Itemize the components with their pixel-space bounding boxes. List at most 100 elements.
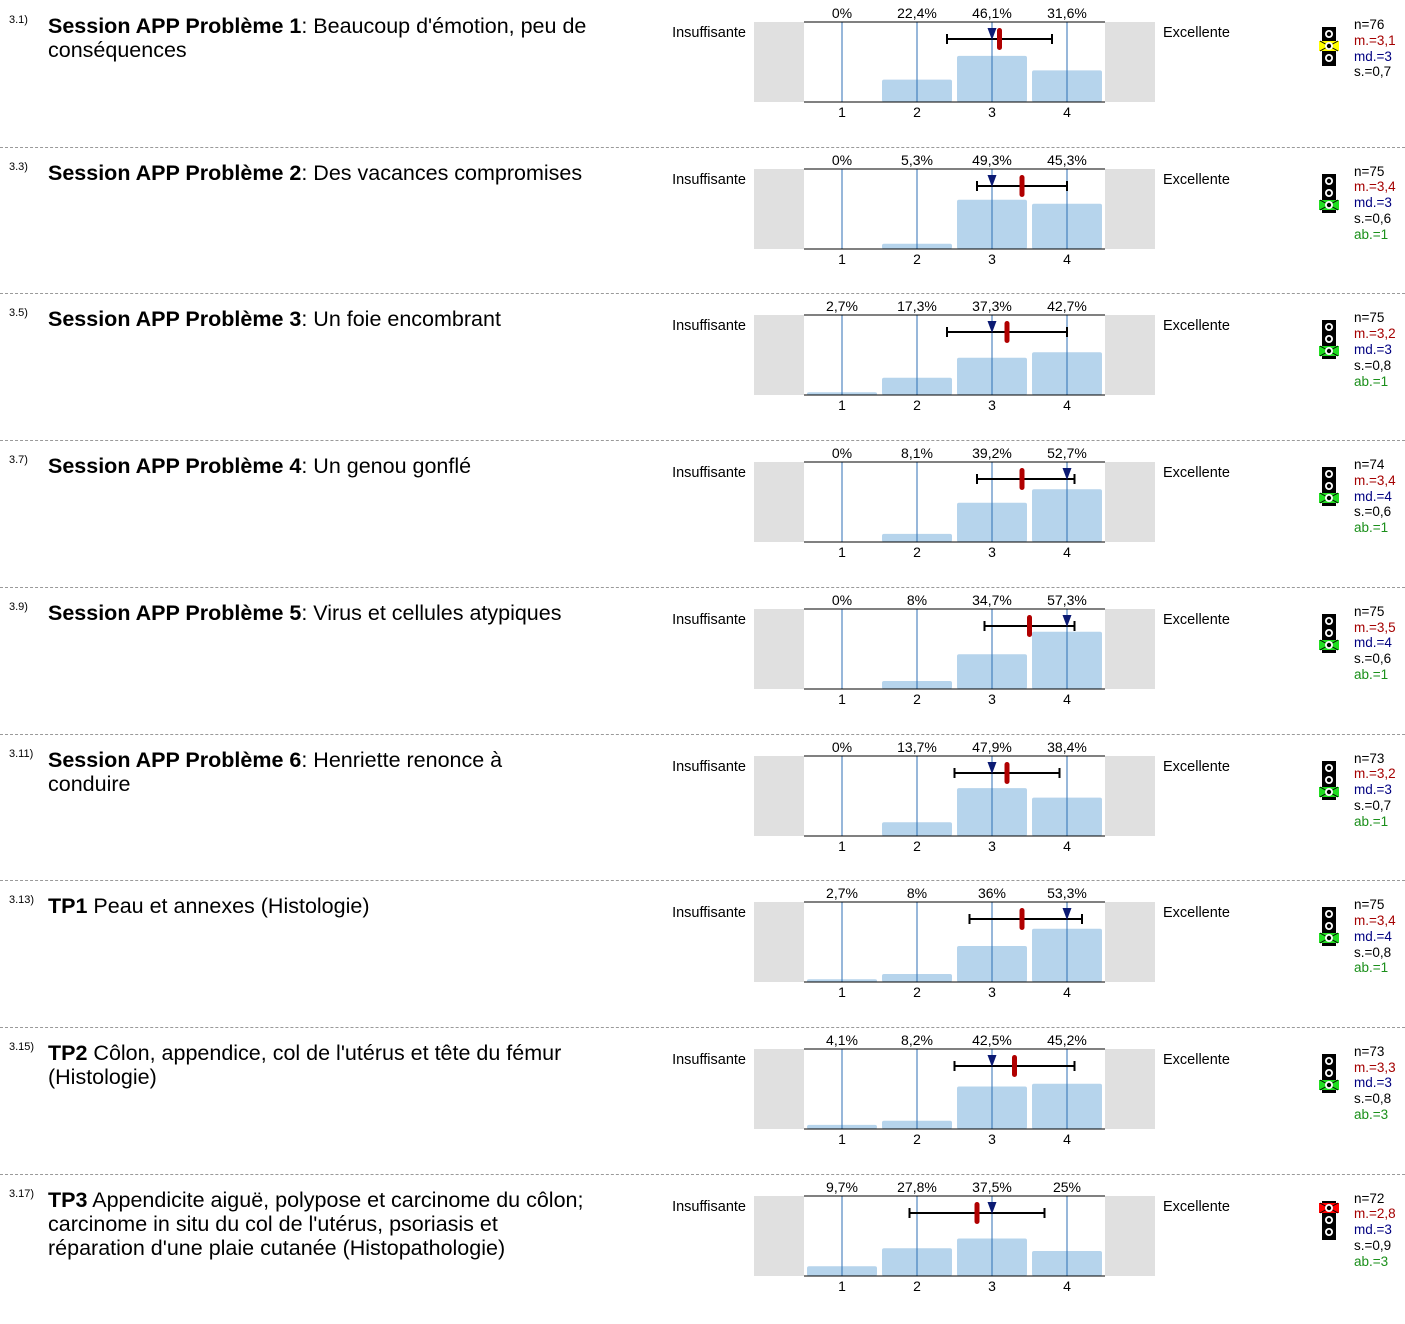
question-row: 3.9) Session APP Problème 5: Virus et cel… <box>0 586 1405 734</box>
percent-label: 13,7% <box>897 739 937 755</box>
stat-n: n=75 <box>1354 310 1385 326</box>
statistics-block: n=75 m.=3,5 md.=4 s.=0,6 ab.=1 <box>1354 604 1396 683</box>
question-title-rest: : Beaucoup d'émotion, peu de conséquence… <box>48 14 587 62</box>
side-box-left <box>754 168 804 249</box>
tick-label-4: 4 <box>1063 251 1071 267</box>
traffic-light-lamp-core <box>1326 190 1332 195</box>
rating-scale-chart: 0% 13,7% 47,9% 38,4% 1 2 3 4 <box>754 739 1155 854</box>
stat-md: md.=4 <box>1354 488 1392 504</box>
mean-marker <box>1019 174 1025 197</box>
median-marker <box>987 1054 997 1067</box>
tick-label-3: 3 <box>988 984 996 1000</box>
tick-label-2: 2 <box>913 691 921 707</box>
question-number: 3.5) <box>9 307 28 320</box>
stat-s: s.=0,6 <box>1354 211 1392 227</box>
stat-s: s.=0,7 <box>1354 64 1392 80</box>
tick-label-4: 4 <box>1063 691 1071 707</box>
mean-marker <box>997 28 1002 50</box>
tick-label-4: 4 <box>1063 984 1071 1000</box>
tick-label-2: 2 <box>913 838 921 854</box>
question-row: 3.15) TP2 Côlon, appendice, col de l'utér… <box>0 1026 1405 1174</box>
mean-marker <box>1019 468 1025 491</box>
question-title-rest: : Des vacances compromises <box>301 160 583 185</box>
question-row: 3.13) TP1 Peau et annexes (Histologie) Ins… <box>0 880 1405 1027</box>
statistics-block: n=73 m.=3,2 md.=3 s.=0,7 ab.=1 <box>1354 751 1396 830</box>
median-marker <box>987 761 997 774</box>
scale-left-label: Insuffisante <box>672 1198 746 1215</box>
stat-m: m.=3,1 <box>1354 32 1396 48</box>
percent-label: 8,2% <box>901 1032 933 1048</box>
traffic-light-lamp-core <box>1326 1058 1332 1064</box>
scale-right-label: Excellente <box>1163 25 1230 41</box>
traffic-light-lamp-core <box>1326 923 1332 929</box>
traffic-light-lamp-core <box>1326 495 1332 501</box>
traffic-light-icon <box>1319 173 1339 213</box>
percent-label: 5,3% <box>901 152 933 168</box>
percent-label: 0% <box>832 5 852 21</box>
traffic-light-icon <box>1319 613 1339 653</box>
tick-label-2: 2 <box>913 397 921 413</box>
rating-scale-chart: 0% 22,4% 46,1% 31,6% 1 2 3 4 <box>754 5 1155 120</box>
percent-label: 0% <box>832 592 852 608</box>
rating-scale-chart: 0% 8,1% 39,2% 52,7% 1 2 3 4 <box>754 445 1155 560</box>
side-box-right <box>1105 608 1155 689</box>
question-text: Session APP Problème 4: Un genou gonflé <box>48 454 588 478</box>
side-box-left <box>754 315 804 396</box>
percent-label: 45,2% <box>1047 1032 1087 1048</box>
stat-s: s.=0,6 <box>1354 504 1392 520</box>
tick-label-4: 4 <box>1063 544 1071 560</box>
question-text: TP3 Appendicite aiguë, polypose et carci… <box>48 1188 588 1260</box>
stat-ab: ab.=3 <box>1354 1253 1389 1269</box>
percent-label: 42,5% <box>972 1032 1012 1048</box>
stat-n: n=76 <box>1354 17 1385 32</box>
stat-md: md.=3 <box>1354 1075 1392 1091</box>
tick-label-3: 3 <box>988 1131 996 1147</box>
question-text: Session APP Problème 2: Des vacances com… <box>48 161 588 185</box>
traffic-light-lamp-core <box>1326 1070 1332 1076</box>
median-marker <box>1062 468 1072 481</box>
question-number: 3.9) <box>9 600 28 613</box>
stat-n: n=75 <box>1354 603 1385 619</box>
tick-label-1: 1 <box>838 691 846 707</box>
tick-label-2: 2 <box>913 1131 921 1147</box>
question-title-bold: Session APP Problème 2 <box>48 160 302 185</box>
question-number: 3.15) <box>9 1040 35 1053</box>
stat-n: n=75 <box>1354 897 1385 913</box>
median-marker <box>987 321 997 334</box>
tick-label-2: 2 <box>913 544 921 560</box>
tick-label-3: 3 <box>988 104 996 120</box>
stat-s: s.=0,9 <box>1354 1237 1392 1253</box>
side-box-left <box>754 755 804 836</box>
percent-label: 22,4% <box>897 5 937 21</box>
percent-label: 39,2% <box>972 445 1012 461</box>
traffic-light-lamp-core <box>1326 325 1332 330</box>
tick-label-1: 1 <box>838 251 846 267</box>
tick-label-4: 4 <box>1063 104 1071 120</box>
question-row: 3.11) Session APP Problème 6: Henriette r… <box>0 733 1405 881</box>
row-separator <box>0 586 1405 588</box>
question-text: Session APP Problème 5: Virus et cellule… <box>48 601 588 625</box>
tick-label-4: 4 <box>1063 1278 1071 1294</box>
side-box-left <box>754 902 804 983</box>
mean-marker <box>1012 1054 1017 1077</box>
percent-label: 52,7% <box>1047 445 1087 461</box>
traffic-light-icon <box>1319 320 1339 360</box>
scale-right-label: Excellente <box>1163 1198 1230 1215</box>
tick-label-1: 1 <box>838 838 846 854</box>
question-number: 3.11) <box>9 747 34 760</box>
median-marker <box>987 1201 997 1214</box>
question-text: Session APP Problème 3: Un foie encombra… <box>48 307 588 331</box>
side-box-left <box>754 608 804 689</box>
traffic-light-icon <box>1319 1200 1339 1240</box>
percent-label: 45,3% <box>1047 152 1087 168</box>
side-box-right <box>1105 1195 1155 1276</box>
traffic-light-lamp-core <box>1326 777 1332 782</box>
evaluation-chart: 3.1) Session APP Problème 1: Beaucoup d'é… <box>0 0 1405 1294</box>
row-separator <box>0 146 1405 148</box>
traffic-light-lamp-core <box>1326 630 1332 635</box>
question-row: 3.1) Session APP Problème 1: Beaucoup d'é… <box>0 0 1405 147</box>
stat-md: md.=3 <box>1354 1222 1392 1238</box>
stat-m: m.=3,4 <box>1354 472 1396 488</box>
statistics-block: n=73 m.=3,3 md.=3 s.=0,8 ab.=3 <box>1354 1044 1396 1123</box>
traffic-light-lamp-core <box>1326 349 1332 354</box>
